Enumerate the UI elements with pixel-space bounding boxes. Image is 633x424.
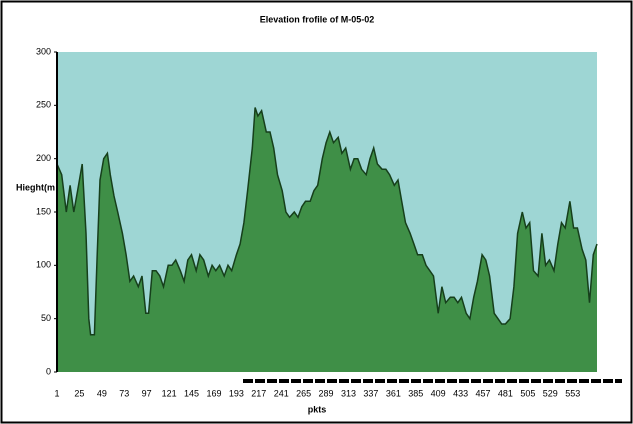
x-tick-label: 505	[520, 388, 535, 398]
area-outline	[56, 107, 598, 336]
x-tick-label: 193	[229, 388, 244, 398]
x-tick-label: 169	[206, 388, 221, 398]
y-tick-label: 100	[36, 260, 51, 270]
x-axis-label: pkts	[308, 404, 327, 414]
y-tick-label: 200	[36, 153, 51, 163]
x-tick-label: 409	[431, 388, 446, 398]
x-tick-label: 457	[476, 388, 491, 398]
y-tick-label: 300	[36, 46, 51, 56]
x-tick-label: 313	[341, 388, 356, 398]
y-tick-label: 0	[46, 366, 51, 376]
area	[57, 107, 597, 372]
x-tick-label: 433	[453, 388, 468, 398]
x-tick-label: 385	[408, 388, 423, 398]
x-tick-label: 97	[142, 388, 152, 398]
x-tick-label: 217	[251, 388, 266, 398]
x-tick-label: 49	[97, 388, 107, 398]
x-tick-label: 1	[54, 388, 59, 398]
x-tick-label: 145	[184, 388, 199, 398]
x-tick-label: 25	[74, 388, 84, 398]
y-tick-label: 50	[41, 313, 51, 323]
x-tick-label: 265	[296, 388, 311, 398]
x-tick-label: 289	[319, 388, 334, 398]
y-tick-label: 250	[36, 100, 51, 110]
x-tick-label: 361	[386, 388, 401, 398]
y-axis-label: Hieght(m	[16, 182, 55, 192]
x-tick-label: 73	[119, 388, 129, 398]
x-tick-label: 337	[363, 388, 378, 398]
x-tick-label: 553	[565, 388, 580, 398]
x-tick-label: 121	[162, 388, 177, 398]
x-tick-label: 481	[498, 388, 513, 398]
x-tick-label: 529	[543, 388, 558, 398]
chart-title: Elevation frofile of M-05-02	[260, 14, 375, 24]
y-tick-label: 150	[36, 206, 51, 216]
x-tick-label: 241	[274, 388, 289, 398]
